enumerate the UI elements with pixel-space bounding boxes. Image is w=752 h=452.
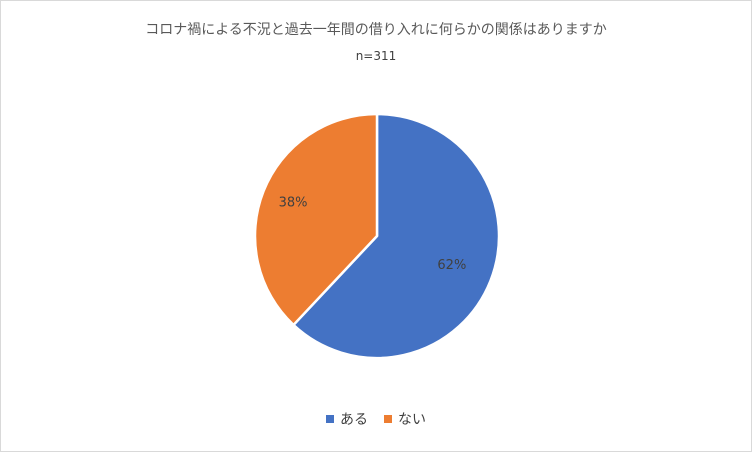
legend-label-aru: ある [340,412,368,428]
legend-label-nai: ない [398,412,426,428]
legend-swatch-aru [326,415,334,423]
pie-slice-aru [292,112,501,360]
legend-item-aru: ある [326,409,368,429]
chart-subtitle: n=311 [355,49,397,63]
data-label-nai: 38% [279,195,308,210]
pie-slice-nai [253,112,379,327]
data-label-aru: 62% [437,258,466,273]
legend-item-nai: ない [384,409,426,429]
legend-swatch-nai [384,415,392,423]
chart-title: コロナ禍による不況と過去一年間の借り入れに何らかの関係はありますか [145,22,607,38]
legend: ある ない [1,409,751,429]
